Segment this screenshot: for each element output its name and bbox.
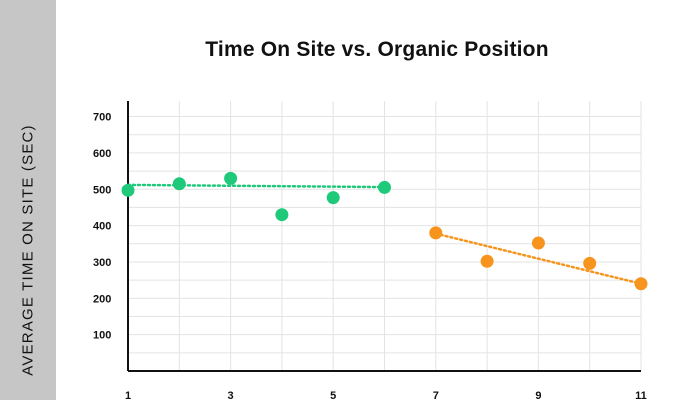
axes (127, 101, 641, 372)
data-point (429, 226, 443, 240)
data-point (634, 277, 648, 291)
chart-title: Time On Site vs. Organic Position (205, 38, 549, 61)
x-tick-label: 7 (433, 390, 439, 400)
data-point (378, 180, 391, 194)
x-tick-label: 3 (228, 390, 234, 400)
y-tick-label: 600 (93, 148, 111, 160)
tick-labels: 100 200 300 400 500 600 700 1 3 5 7 9 11 (93, 112, 647, 400)
x-tick-label: 5 (330, 390, 336, 400)
trend-lines (126, 183, 643, 286)
y-tick-label: 200 (93, 293, 111, 305)
y-tick-label: 300 (93, 257, 111, 269)
data-point (224, 171, 238, 185)
grid (128, 101, 642, 371)
trend-line (434, 232, 643, 286)
y-tick-label: 400 (93, 221, 111, 233)
x-tick-label: 11 (635, 390, 647, 400)
trend-line (126, 183, 386, 189)
data-point (326, 191, 340, 205)
data-point (480, 254, 494, 268)
y-tick-label: 100 (93, 330, 111, 342)
x-tick-label: 1 (125, 390, 131, 400)
y-tick-label: 700 (93, 112, 111, 124)
data-point (121, 183, 135, 197)
data-point (275, 208, 289, 222)
data-point (583, 256, 597, 270)
data-point (531, 236, 545, 250)
y-axis-band (0, 0, 56, 400)
data-points (121, 171, 648, 291)
data-point (172, 177, 186, 191)
y-tick-label: 500 (93, 184, 111, 196)
x-tick-label: 9 (535, 390, 541, 400)
